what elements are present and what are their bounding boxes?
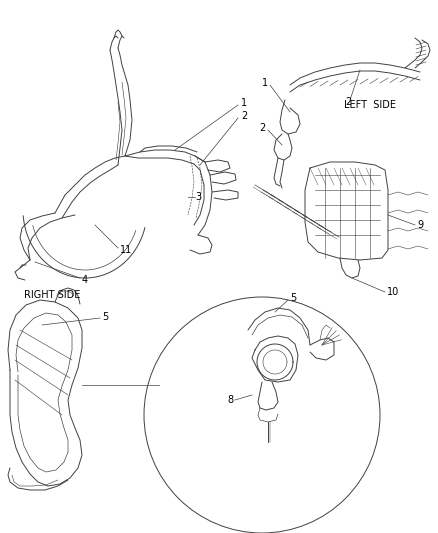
Text: 2: 2 — [345, 97, 351, 107]
Text: 8: 8 — [227, 395, 233, 405]
Text: LEFT  SIDE: LEFT SIDE — [344, 100, 396, 110]
Text: 11: 11 — [120, 245, 132, 255]
Text: 2: 2 — [241, 111, 247, 121]
Text: 2: 2 — [260, 123, 266, 133]
Text: 10: 10 — [387, 287, 399, 297]
Text: 5: 5 — [290, 293, 296, 303]
Text: RIGHT SIDE: RIGHT SIDE — [24, 290, 80, 300]
Text: 9: 9 — [417, 220, 423, 230]
Text: 1: 1 — [241, 98, 247, 108]
Text: 4: 4 — [82, 275, 88, 285]
Text: 1: 1 — [262, 78, 268, 88]
Text: 3: 3 — [195, 192, 201, 202]
Text: 5: 5 — [102, 312, 108, 322]
